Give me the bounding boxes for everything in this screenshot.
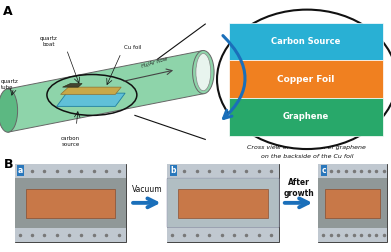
Text: on the backside of the Cu foil: on the backside of the Cu foil [261, 154, 353, 159]
Polygon shape [61, 87, 121, 94]
Text: quartz
boat: quartz boat [40, 36, 58, 47]
Bar [178, 189, 267, 218]
Bar [167, 164, 279, 242]
Text: quartz
tube: quartz tube [1, 79, 18, 89]
Bar [167, 228, 279, 242]
Bar [229, 98, 383, 136]
Text: Vacuum: Vacuum [131, 185, 162, 194]
Ellipse shape [196, 53, 211, 91]
Bar [15, 228, 126, 242]
Ellipse shape [193, 50, 214, 94]
Text: carbon
source: carbon source [61, 136, 80, 147]
Text: H₂/Ar flow: H₂/Ar flow [141, 56, 168, 69]
Ellipse shape [217, 10, 391, 149]
Bar [15, 164, 126, 242]
Polygon shape [63, 83, 82, 87]
Bar [26, 189, 115, 218]
Bar [318, 228, 387, 242]
Text: Cross view of the growth of graphene: Cross view of the growth of graphene [248, 145, 366, 150]
Bar [318, 164, 387, 242]
Bar [318, 164, 387, 178]
Text: Carbon Source: Carbon Source [271, 37, 341, 46]
Bar [229, 60, 383, 98]
Text: Copper Foil: Copper Foil [277, 75, 335, 84]
Bar [15, 178, 126, 228]
Ellipse shape [0, 89, 18, 132]
Bar [318, 178, 387, 228]
FancyBboxPatch shape [167, 178, 279, 228]
Bar [229, 23, 383, 60]
Text: A: A [3, 5, 13, 18]
Text: b: b [170, 166, 176, 175]
Polygon shape [8, 50, 203, 132]
Text: Cu foil: Cu foil [124, 45, 142, 50]
Text: a: a [18, 166, 23, 175]
Text: B: B [4, 158, 13, 171]
Bar [167, 178, 279, 228]
Bar [15, 164, 126, 178]
Polygon shape [57, 93, 125, 106]
Bar [325, 189, 380, 218]
Text: After
growth: After growth [283, 178, 314, 198]
Bar [167, 164, 279, 178]
Text: c: c [321, 166, 326, 175]
Text: Graphene: Graphene [283, 112, 329, 121]
